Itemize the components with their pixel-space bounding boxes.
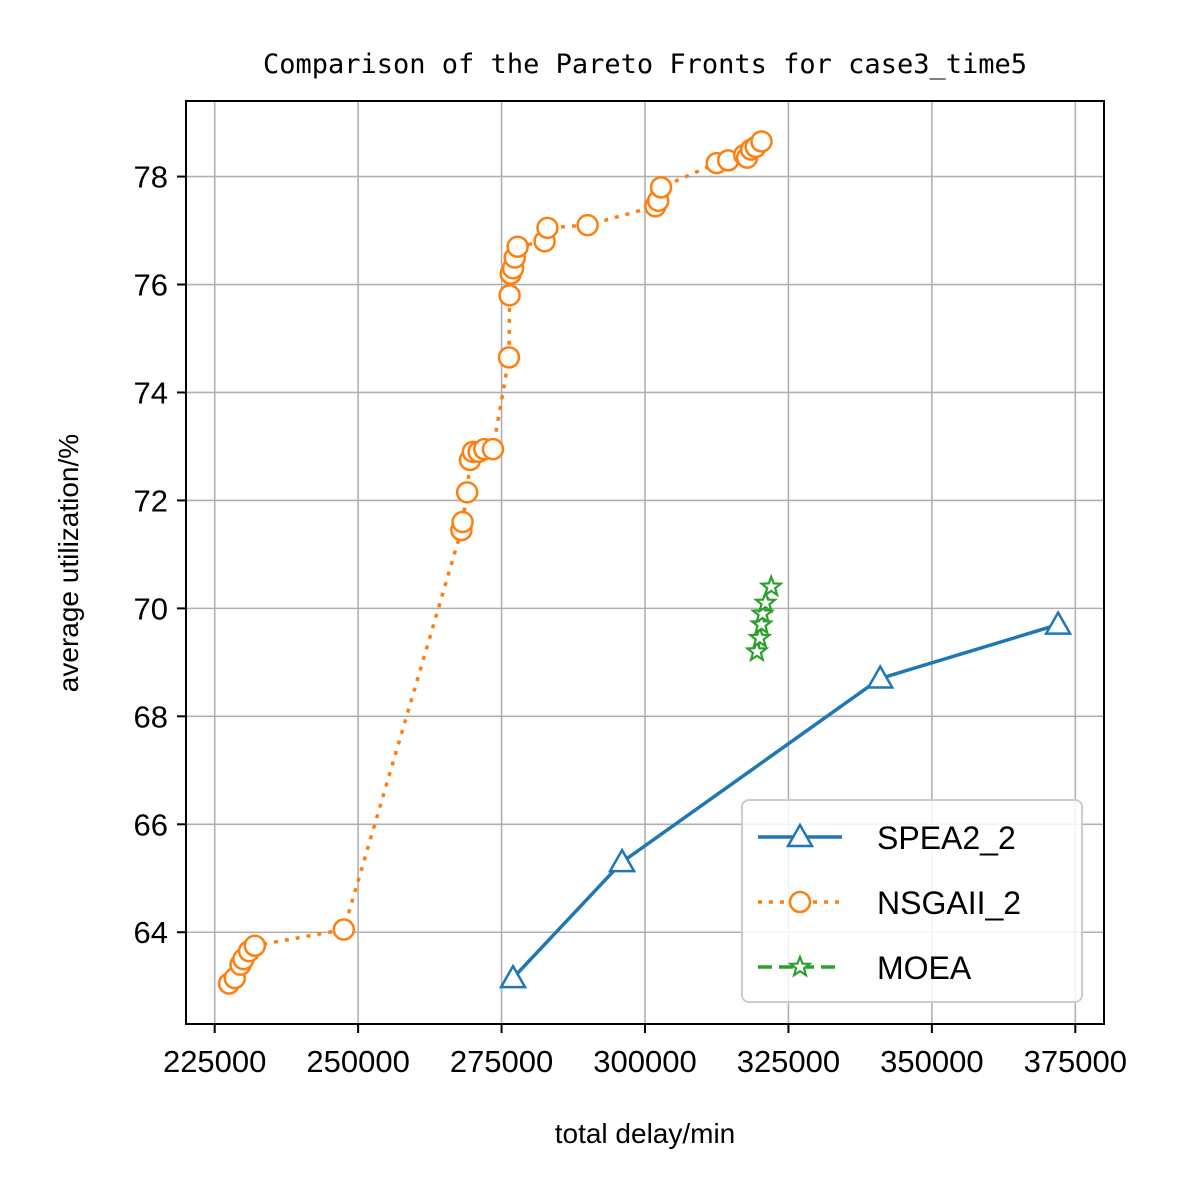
- data-point-nsgaii-2: [576, 213, 599, 237]
- legend-label-nsgaii-2: NSGAII_2: [877, 885, 1021, 921]
- data-point-moea: [744, 638, 770, 663]
- data-point-nsgaii-2: [243, 934, 267, 957]
- y-tick-label: 68: [134, 699, 168, 734]
- legend-item-moea: MOEA: [758, 950, 972, 986]
- legend: SPEA2_2 NSGAII_2 MOEA: [741, 799, 1083, 1003]
- grid: [186, 101, 1104, 1024]
- y-tick-label: 66: [134, 807, 168, 842]
- y-tick-label: 72: [134, 483, 168, 518]
- series-nsgaii-2: [217, 130, 773, 995]
- data-point-nsgaii-2: [497, 346, 521, 369]
- x-axis-label: total delay/min: [555, 1118, 736, 1149]
- x-tick-label: 225000: [163, 1044, 266, 1079]
- x-tick-label: 325000: [737, 1044, 840, 1079]
- legend-item-spea2-2: SPEA2_2: [758, 820, 1016, 856]
- series-line-nsgaii-2: [227, 140, 763, 985]
- y-tick-label: 76: [134, 268, 168, 303]
- data-point-nsgaii-2: [506, 235, 529, 258]
- data-point-nsgaii-2: [455, 481, 479, 504]
- legend-marker-moea: [787, 953, 813, 978]
- ticks: 225000 250000 275000 300000 325000 350000 3750…: [134, 160, 1128, 1079]
- x-tick-label: 300000: [593, 1044, 696, 1079]
- data-point-nsgaii-2: [536, 216, 559, 240]
- y-tick-label: 64: [134, 915, 168, 950]
- data-point-moea: [747, 624, 773, 649]
- y-tick-label: 74: [134, 375, 168, 410]
- series-moea: [744, 573, 784, 663]
- data-point-moea: [753, 589, 778, 614]
- legend-box: [741, 799, 1083, 1003]
- data-point-nsgaii-2: [481, 437, 505, 461]
- series-spea2-2: [498, 610, 1073, 989]
- legend-marker-nsgaii-2: [788, 890, 812, 914]
- data-point-spea2-2: [498, 963, 528, 989]
- data-point-nsgaii-2: [649, 176, 673, 199]
- x-tick-label: 275000: [450, 1044, 553, 1079]
- data-point-spea2-2: [1043, 610, 1073, 635]
- data-point-nsgaii-2: [498, 284, 521, 307]
- data-point-nsgaii-2: [332, 918, 356, 941]
- data-point-nsgaii-2: [750, 130, 773, 153]
- x-tick-label: 250000: [306, 1044, 409, 1079]
- chart-title: Comparison of the Pareto Fronts for case…: [263, 49, 1027, 80]
- legend-label-moea: MOEA: [877, 950, 972, 986]
- legend-marker-spea2-2: [785, 822, 815, 848]
- legend-label-spea2-2: SPEA2_2: [877, 820, 1016, 856]
- y-tick-label: 78: [134, 160, 168, 195]
- x-tick-label: 350000: [880, 1044, 983, 1079]
- data-point-nsgaii-2: [451, 510, 474, 534]
- data-point-moea: [758, 573, 784, 598]
- y-tick-label: 70: [134, 591, 168, 626]
- legend-item-nsgaii-2: NSGAII_2: [758, 885, 1021, 921]
- series-layer: [217, 130, 1073, 995]
- data-point-spea2-2: [866, 664, 895, 689]
- x-tick-label: 375000: [1024, 1044, 1127, 1079]
- y-axis-label: average utilization/%: [53, 434, 84, 692]
- series-line-spea2-2: [511, 622, 1059, 980]
- data-point-spea2-2: [607, 847, 637, 873]
